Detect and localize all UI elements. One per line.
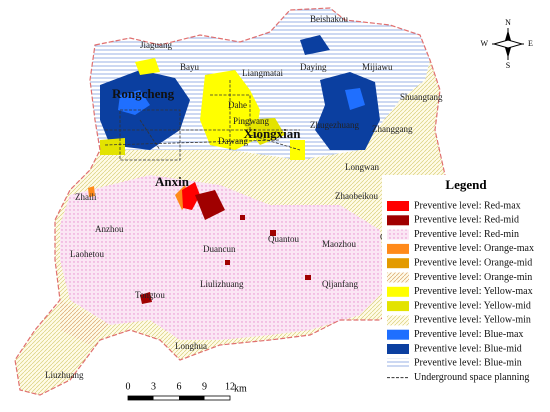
legend-label: Preventive level: Blue-min [414, 358, 522, 369]
legend-box [382, 175, 550, 383]
scale-bar: 0 3 6 9 12 km [126, 381, 247, 401]
legend-swatch [387, 215, 409, 226]
legend-swatch [387, 272, 409, 283]
legend-swatch [387, 329, 409, 340]
place-label: Bayu [180, 62, 199, 72]
scale-bar-segment [179, 396, 205, 400]
legend-swatch [387, 358, 409, 369]
legend-swatch [387, 286, 409, 297]
place-label: Beishakou [310, 14, 348, 24]
place-label: Longwan [345, 162, 379, 172]
town-label: Rongcheng [112, 86, 175, 101]
compass-arrow [492, 39, 524, 49]
compass-e: E [528, 39, 533, 48]
region-orange-min [60, 300, 110, 345]
place-label: Liuzhuang [45, 370, 84, 380]
legend-label: Preventive level: Blue-max [414, 329, 523, 340]
legend-label: Preventive level: Red-max [414, 200, 521, 211]
compass-s: S [506, 61, 510, 70]
place-label: Anzhou [95, 224, 124, 234]
underground-lines [104, 80, 301, 161]
place-label: Pingwang [233, 116, 270, 126]
legend-label: Preventive level: Red-min [414, 229, 519, 240]
scale-bar-segment [128, 396, 154, 400]
scale-tick-label: 3 [151, 381, 156, 392]
legend-label: Preventive level: Blue-mid [414, 343, 522, 354]
scale-tick-label: 12 [225, 381, 235, 392]
region-yellow-max [135, 58, 305, 160]
place-label: Qijanfang [322, 279, 358, 289]
legend-swatch [387, 301, 409, 312]
place-label: Mijiawu [362, 62, 393, 72]
place-label: Dahe [228, 100, 247, 110]
place-label: Shuangtang [400, 92, 443, 102]
region-red-max [182, 182, 200, 210]
place-label: Laohetou [70, 249, 104, 259]
legend-label: Preventive level: Orange-mid [414, 257, 532, 268]
legend-label: Preventive level: Orange-min [414, 272, 532, 283]
legend-title: Legend [445, 177, 487, 192]
legend-swatch [387, 344, 409, 354]
legend-label: Preventive level: Yellow-max [414, 286, 533, 297]
place-label: Zhanggang [372, 124, 413, 134]
scale-unit: km [234, 383, 247, 394]
legend-swatch [387, 201, 409, 211]
legend-label: Preventive level: Red-mid [414, 215, 519, 226]
legend-swatch [387, 243, 409, 254]
place-label: Longhua [175, 341, 207, 351]
map-regions [14, 7, 446, 396]
place-label: Dawang [218, 136, 248, 146]
legend-swatch [387, 258, 409, 269]
region-yellow-mid [100, 118, 285, 155]
map-border [14, 7, 446, 396]
place-label: Tongtou [135, 290, 165, 300]
region-blue-mid [100, 35, 380, 150]
place-label: Zhugezhuang [310, 120, 359, 130]
legend-swatch [387, 315, 409, 326]
place-label: Liulizhuang [200, 279, 244, 289]
legend: Legend Preventive level: Red-max Preventi… [382, 175, 550, 383]
compass-n: N [505, 18, 511, 27]
scale-tick-label: 6 [177, 381, 182, 392]
place-label: Daying [300, 62, 327, 72]
place-label: Zhaobeikou [335, 191, 378, 201]
scale-tick-label: 0 [126, 381, 131, 392]
town-label: Xiongxian [243, 126, 301, 141]
legend-swatch [387, 229, 409, 240]
place-label: Maozhou [322, 239, 356, 249]
scale-tick-label: 9 [202, 381, 207, 392]
legend-label: Preventive level: Yellow-min [414, 315, 531, 326]
legend-label: Preventive level: Orange-max [414, 243, 534, 254]
place-label: Liangmatai [242, 68, 283, 78]
place-label: Zhaili [75, 192, 97, 202]
compass: N E S W [480, 18, 533, 70]
town-label: Anxin [155, 174, 190, 189]
place-label: Quantou [268, 234, 299, 244]
legend-label: Preventive level: Yellow-mid [414, 300, 531, 311]
compass-w: W [480, 39, 488, 48]
place-label: Jiaguang [140, 40, 172, 50]
place-label: Duancun [203, 244, 236, 254]
legend-label: Underground space planning [414, 372, 529, 383]
